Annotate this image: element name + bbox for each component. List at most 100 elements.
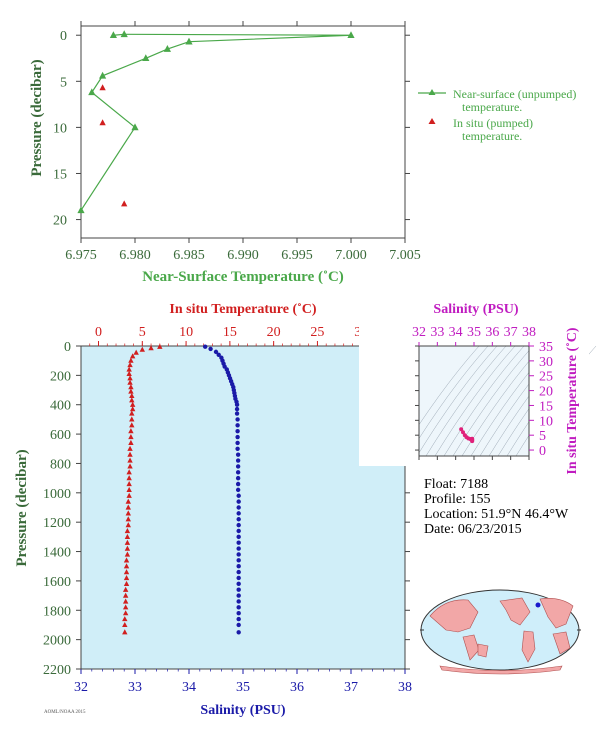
top-unpumped-marker	[131, 123, 139, 131]
salinity-point	[235, 446, 240, 451]
temperature-point	[133, 349, 139, 355]
temperature-point	[124, 539, 131, 545]
ts-point	[459, 427, 464, 432]
salinity-point	[208, 346, 213, 352]
temperature-point	[126, 366, 132, 372]
salinity-point	[216, 352, 221, 358]
density-isoline	[416, 345, 498, 457]
density-isoline	[443, 345, 525, 457]
ts-y-tick-label: 35	[539, 340, 553, 355]
salinity-tick-label: 36	[290, 680, 304, 695]
temperature-point	[125, 516, 131, 522]
salinity-tick-label: 37	[344, 680, 358, 695]
pressure-tick-label: 800	[50, 457, 71, 472]
ts-y-tick-label: 30	[539, 355, 553, 370]
temperature-point	[127, 463, 133, 469]
temperature-point	[124, 545, 131, 551]
salinity-point	[234, 411, 240, 416]
salinity-point	[236, 599, 241, 604]
salinity-point	[236, 605, 241, 610]
main-plot-frame	[80, 345, 406, 670]
salinity-point	[236, 558, 241, 563]
top-y-tick-label: 0	[60, 29, 67, 44]
near-surface-temperature-chart: 6.975 6.980 6.985 6.990 6.995 7.000 7.005 0 5 10…	[29, 21, 576, 285]
temperature-point	[127, 375, 133, 381]
salinity-point	[236, 493, 241, 498]
main-salinity-ticks: 32 33 34 35 36 37 38	[74, 669, 412, 695]
temperature-point	[123, 580, 130, 586]
temperature-point	[128, 388, 134, 394]
temperature-point	[122, 610, 129, 616]
temperature-point	[123, 557, 130, 563]
temperature-point	[122, 621, 128, 628]
temperature-point	[122, 604, 129, 610]
top-unpumped-marker	[185, 37, 193, 45]
temperature-point	[125, 504, 131, 510]
salinity-point	[236, 505, 241, 510]
salinity-point	[235, 434, 240, 440]
pressure-tick-label: 1400	[43, 546, 71, 561]
density-isoline	[425, 345, 507, 457]
salinity-point	[235, 470, 241, 475]
temperature-point	[129, 401, 136, 407]
pressure-tick-label: 0	[64, 340, 71, 355]
pressure-tick-label: 2200	[43, 663, 71, 678]
top-unpumped-marker	[120, 30, 128, 38]
top-x-tick-label: 6.995	[281, 248, 313, 263]
main-top-axis-label: In situ Temperature (˚C)	[169, 302, 316, 317]
salinity-point	[236, 546, 241, 551]
float-id: Float: 7188	[424, 477, 488, 492]
temp-tick-label: 5	[139, 325, 146, 340]
temperature-point	[129, 392, 135, 399]
top-x-tick-label: 6.990	[227, 248, 259, 263]
top-x-tick-label: 6.980	[119, 248, 151, 263]
salinity-point	[235, 428, 240, 434]
legend-marker-unpumped	[428, 89, 436, 95]
salinity-tick-label: 34	[182, 680, 196, 695]
top-x-tick-label: 6.975	[65, 248, 97, 263]
pressure-tick-label: 200	[50, 369, 71, 384]
salinity-point	[235, 417, 240, 422]
temperature-point	[128, 384, 134, 390]
float-info: Float: 7188 Profile: 155 Location: 51.9°…	[424, 477, 569, 537]
salinity-point	[236, 587, 241, 592]
temperature-point	[148, 345, 154, 351]
salinity-point	[235, 475, 241, 481]
ts-y-tick-label: 5	[539, 429, 546, 444]
ts-x-tick-label: 32	[412, 325, 426, 340]
temperature-point	[129, 410, 135, 416]
temperature-point	[127, 451, 133, 457]
temperature-point	[139, 346, 145, 352]
salinity-point	[234, 406, 240, 412]
ts-density-isolines	[359, 306, 597, 466]
temperature-point	[128, 357, 134, 363]
top-x-tick-label: 7.005	[389, 248, 421, 263]
temperature-point	[122, 592, 129, 598]
legend-label-pumped: In situ (pumped) temperature.	[453, 116, 533, 143]
ts-y-tick-label: 20	[539, 385, 553, 400]
top-unpumped-marker	[163, 45, 171, 52]
pressure-tick-label: 1000	[43, 487, 71, 502]
top-y-ticks: 0 5 10 15 20	[53, 29, 410, 229]
ts-x-tick-label: 33	[430, 325, 444, 340]
pressure-tick-label: 1800	[43, 604, 71, 619]
ts-point	[470, 439, 475, 444]
temperature-point	[122, 586, 129, 592]
salinity-tick-label: 38	[398, 680, 412, 695]
temperature-point	[124, 551, 131, 557]
salinity-point	[236, 522, 241, 528]
top-unpumped-marker	[142, 54, 150, 62]
ts-point	[461, 430, 465, 435]
salinity-point	[203, 344, 208, 349]
temperature-point	[127, 457, 133, 463]
temp-tick-label: 10	[179, 325, 193, 340]
temperature-point	[124, 527, 131, 534]
temperature-point	[126, 469, 132, 475]
salinity-point	[235, 487, 241, 493]
ts-x-tick-label: 34	[449, 325, 463, 340]
temp-tick-label: 20	[267, 325, 281, 340]
ts-title: Salinity (PSU)	[433, 302, 519, 317]
